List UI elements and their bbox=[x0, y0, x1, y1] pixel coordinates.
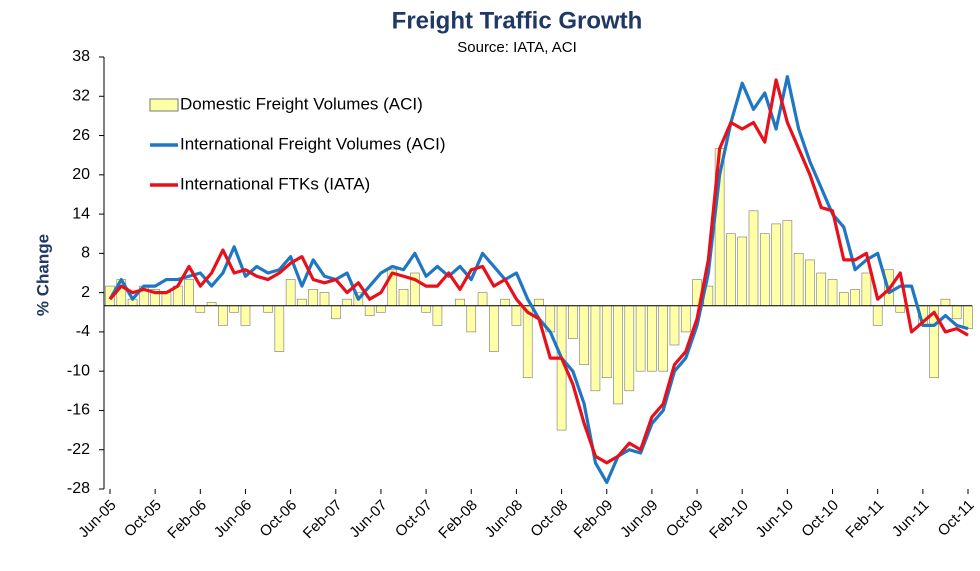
bar bbox=[240, 305, 251, 326]
bar bbox=[658, 305, 668, 372]
bar bbox=[963, 305, 973, 329]
bar bbox=[229, 305, 240, 313]
bar bbox=[647, 305, 657, 372]
y-tick-label: 26 bbox=[72, 127, 90, 144]
bar bbox=[398, 289, 409, 307]
x-tick-label: Feb-10 bbox=[706, 497, 752, 543]
y-axis-label: % Change bbox=[33, 234, 52, 316]
y-tick-label: -4 bbox=[76, 323, 90, 340]
bar bbox=[466, 305, 477, 333]
x-tick-label: Oct-07 bbox=[392, 497, 436, 541]
x-tick-label: Feb-09 bbox=[571, 497, 617, 543]
x-tick-label: Jun-07 bbox=[346, 497, 390, 541]
bar bbox=[489, 305, 499, 352]
y-tick-label: 2 bbox=[81, 284, 90, 301]
bar bbox=[195, 305, 206, 313]
bar bbox=[793, 253, 804, 307]
bar bbox=[568, 305, 578, 339]
y-tick-label: 20 bbox=[72, 166, 90, 183]
bar bbox=[511, 305, 522, 326]
bar bbox=[861, 272, 872, 307]
bar bbox=[274, 305, 285, 352]
x-tick-label: Oct-06 bbox=[256, 497, 300, 541]
bar bbox=[308, 289, 319, 307]
bar bbox=[613, 305, 623, 405]
bar bbox=[522, 305, 533, 379]
x-tick-label: Oct-08 bbox=[527, 497, 571, 541]
bar bbox=[601, 305, 612, 379]
x-tick-label: Jun-08 bbox=[482, 497, 526, 541]
chart-title: Freight Traffic Growth bbox=[392, 7, 643, 34]
bar bbox=[455, 298, 465, 307]
bar bbox=[838, 292, 849, 307]
bar bbox=[161, 292, 172, 307]
bar bbox=[771, 223, 781, 307]
bar bbox=[319, 292, 330, 307]
x-tick-label: Oct-11 bbox=[935, 497, 978, 540]
bar bbox=[940, 298, 951, 307]
x-tick-label: Jun-09 bbox=[617, 497, 661, 541]
legend-swatch bbox=[149, 98, 179, 112]
x-tick-label: Oct-09 bbox=[663, 497, 707, 541]
bar bbox=[737, 236, 748, 307]
y-tick-label: 38 bbox=[72, 48, 90, 65]
bar bbox=[263, 305, 273, 313]
bar bbox=[827, 279, 838, 307]
bar bbox=[635, 305, 646, 372]
bar bbox=[726, 233, 736, 307]
bar bbox=[421, 305, 431, 313]
legend-label: Domestic Freight Volumes (ACI) bbox=[180, 94, 423, 113]
bar bbox=[184, 279, 194, 307]
x-tick-label: Jun-06 bbox=[211, 497, 255, 541]
bar bbox=[624, 305, 635, 392]
legend-label: International FTKs (IATA) bbox=[180, 174, 370, 193]
x-tick-label: Feb-08 bbox=[435, 497, 481, 543]
x-tick-label: Feb-11 bbox=[842, 497, 887, 542]
y-tick-label: -22 bbox=[67, 441, 90, 458]
y-tick-label: 32 bbox=[72, 87, 90, 104]
y-tick-label: -28 bbox=[67, 480, 90, 497]
bar bbox=[432, 305, 443, 326]
bar bbox=[342, 298, 352, 307]
y-tick-label: -10 bbox=[67, 362, 90, 379]
x-tick-label: Jun-11 bbox=[889, 497, 933, 541]
x-tick-label: Oct-10 bbox=[798, 497, 842, 541]
bar bbox=[782, 220, 793, 307]
y-tick-label: -16 bbox=[67, 402, 90, 419]
legend-label: International Freight Volumes (ACI) bbox=[180, 134, 446, 153]
bar bbox=[680, 305, 691, 333]
y-tick-label: 14 bbox=[72, 205, 90, 222]
x-tick-label: Jun-05 bbox=[75, 497, 119, 541]
bar bbox=[805, 259, 815, 307]
bar bbox=[895, 305, 906, 313]
bar bbox=[534, 298, 544, 307]
bar bbox=[297, 298, 307, 307]
bar bbox=[872, 305, 883, 326]
line-series bbox=[108, 78, 969, 465]
x-tick-label: Jun-10 bbox=[753, 497, 797, 541]
bar bbox=[285, 279, 296, 307]
bar bbox=[218, 305, 228, 326]
bar bbox=[759, 233, 770, 307]
bar bbox=[748, 210, 759, 307]
bar bbox=[376, 305, 386, 313]
x-tick-label: Oct-05 bbox=[121, 497, 165, 541]
x-tick-label: Feb-07 bbox=[300, 497, 346, 543]
bar bbox=[330, 305, 341, 320]
bar bbox=[590, 305, 601, 392]
chart-subtitle: Source: IATA, ACI bbox=[457, 39, 577, 56]
bar bbox=[669, 305, 680, 346]
bar bbox=[816, 272, 827, 307]
bar bbox=[579, 305, 589, 365]
bar bbox=[364, 305, 375, 316]
bar bbox=[850, 289, 860, 307]
bar bbox=[500, 298, 510, 307]
x-tick-label: Feb-06 bbox=[164, 497, 210, 543]
bar bbox=[477, 292, 488, 307]
y-tick-label: 8 bbox=[81, 245, 90, 262]
bar bbox=[951, 305, 962, 320]
